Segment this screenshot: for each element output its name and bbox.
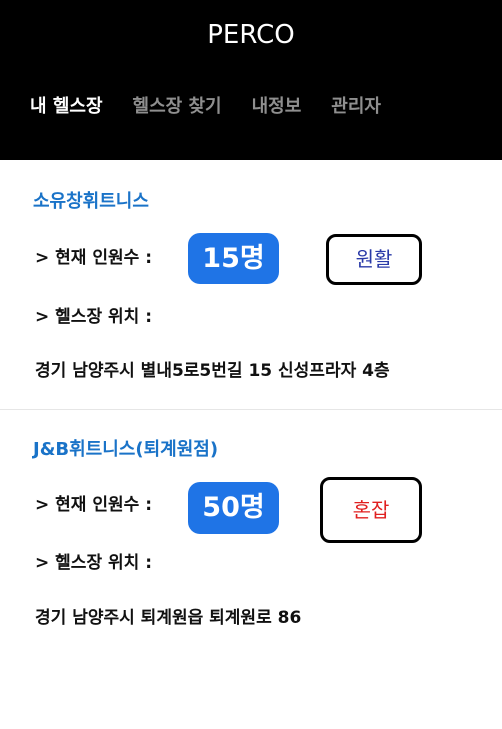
current-count-label: > 현재 인원수 : (35, 495, 152, 515)
card-divider (0, 409, 502, 410)
status-badge-busy: 혼잡 (320, 477, 422, 543)
tab-my-info[interactable]: 내정보 (251, 96, 302, 117)
tab-my-gym[interactable]: 내 헬스장 (30, 96, 103, 117)
tab-admin[interactable]: 관리자 (331, 96, 381, 117)
gym-card: J&B휘트니스(퇴계원점) > 현재 인원수 : 50명 혼잡 > 헬스장 위치… (0, 410, 502, 658)
app-title: PERCO (207, 20, 295, 50)
gym-address: 경기 남양주시 별내5로5번길 15 신성프라자 4층 (35, 361, 390, 381)
gym-card: 소유창휘트니스 > 현재 인원수 : 15명 원활 > 헬스장 위치 : 경기 … (0, 160, 502, 408)
status-badge-smooth: 원활 (326, 234, 422, 285)
gym-address: 경기 남양주시 퇴계원읍 퇴계원로 86 (35, 608, 302, 628)
app-header: PERCO 내 헬스장 헬스장 찾기 내정보 관리자 (0, 0, 502, 160)
current-count-label: > 현재 인원수 : (35, 248, 152, 268)
tab-find-gym[interactable]: 헬스장 찾기 (132, 96, 222, 117)
current-count-badge: 15명 (188, 233, 279, 284)
gym-name[interactable]: 소유창휘트니스 (33, 191, 149, 212)
location-label: > 헬스장 위치 : (35, 307, 152, 327)
nav-tabs: 내 헬스장 헬스장 찾기 내정보 관리자 (30, 94, 381, 120)
current-count-badge: 50명 (188, 482, 279, 534)
location-label: > 헬스장 위치 : (35, 553, 152, 573)
gym-name[interactable]: J&B휘트니스(퇴계원점) (33, 439, 219, 460)
